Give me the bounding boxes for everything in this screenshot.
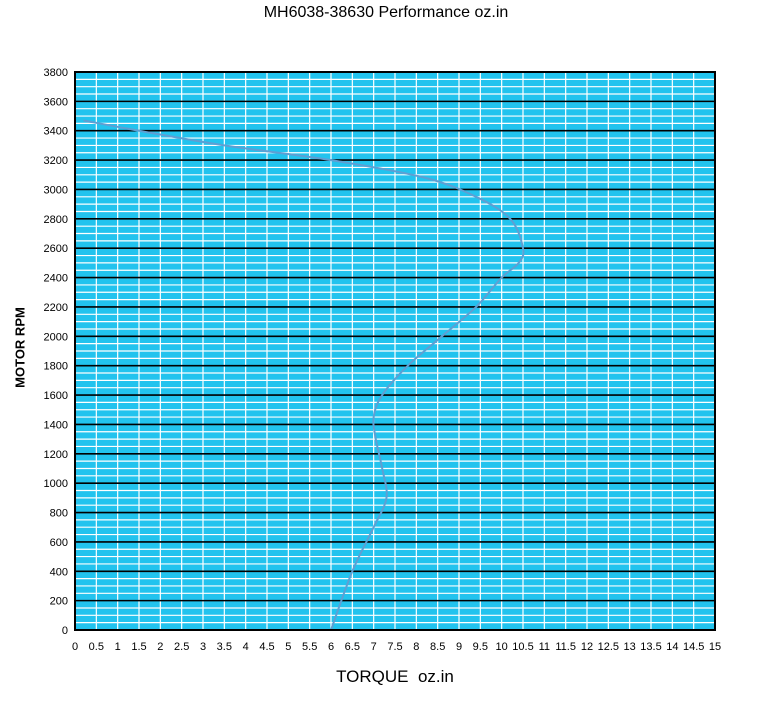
x-tick-label: 3 [200,641,206,653]
x-tick-label: 5.5 [302,641,317,653]
x-tick-label: 13 [624,641,636,653]
y-tick-label: 2400 [44,273,68,285]
y-axis-title: MOTOR RPM [12,307,28,388]
series-layer [83,119,525,631]
x-tick-label: 5 [285,641,291,653]
y-tick-label: 1000 [44,478,68,490]
x-tick-label: 2.5 [174,641,189,653]
x-tick-label: 1 [115,641,121,653]
y-tick-label: 2200 [44,302,68,314]
x-tick-label: 14.5 [683,641,704,653]
x-tick-label: 12 [581,641,593,653]
x-tick-label: 3.5 [217,641,232,653]
x-tick-label: 15 [709,641,721,653]
plot-frame [74,71,716,631]
y-tick-label: 1400 [44,419,68,431]
y-tick-label: 3400 [44,126,68,138]
x-tick-label: 9.5 [473,641,488,653]
x-axis-title: TORQUE oz.in [336,667,454,686]
y-tick-label: 600 [50,537,68,549]
x-tick-label: 8 [413,641,419,653]
x-tick-label: 0 [72,641,78,653]
x-tick-label: 14 [666,641,678,653]
y-tick-label: 3800 [44,67,68,79]
y-tick-label: 200 [50,596,68,608]
x-tick-label: 4 [243,641,249,653]
performance-curve [83,119,525,631]
x-tick-label: 1.5 [131,641,146,653]
x-tick-label: 2 [157,641,163,653]
y-tick-label: 2600 [44,243,68,255]
x-tick-label: 4.5 [259,641,274,653]
x-tick-label: 0.5 [89,641,104,653]
y-tick-label: 3200 [44,155,68,167]
y-tick-label: 1800 [44,361,68,373]
y-tick-label: 1600 [44,390,68,402]
x-tick-label: 10 [496,641,508,653]
x-tick-label: 9 [456,641,462,653]
x-tick-label: 8.5 [430,641,445,653]
x-tick-label: 13.5 [640,641,661,653]
y-tick-label: 2000 [44,331,68,343]
y-tick-label: 0 [62,625,68,637]
x-tick-label: 6 [328,641,334,653]
y-tick-label: 3000 [44,184,68,196]
y-tick-label: 1200 [44,449,68,461]
y-tick-labels: 0 200 400 600 800 1000 1200 1400 1600 1800 2000 220… [44,67,68,637]
y-tick-label: 3600 [44,96,68,108]
x-tick-label: 11 [539,641,550,653]
y-tick-label: 800 [50,508,68,520]
x-tick-label: 6.5 [345,641,360,653]
x-tick-label: 10.5 [512,641,533,653]
x-tick-label: 7.5 [387,641,402,653]
y-tick-label: 400 [50,566,68,578]
x-tick-label: 11.5 [555,641,576,653]
x-tick-labels: 0 0.5 1 1.5 2 2.5 3 3.5 4 4.5 5 5.5 6 6.5 7 7.5 8 8.5 9 9.5… [72,641,721,653]
x-tick-label: 7 [371,641,377,653]
y-tick-label: 2800 [44,214,68,226]
chart-title: MH6038-38630 Performance oz.in [263,4,509,21]
x-tick-label: 12.5 [598,641,619,653]
